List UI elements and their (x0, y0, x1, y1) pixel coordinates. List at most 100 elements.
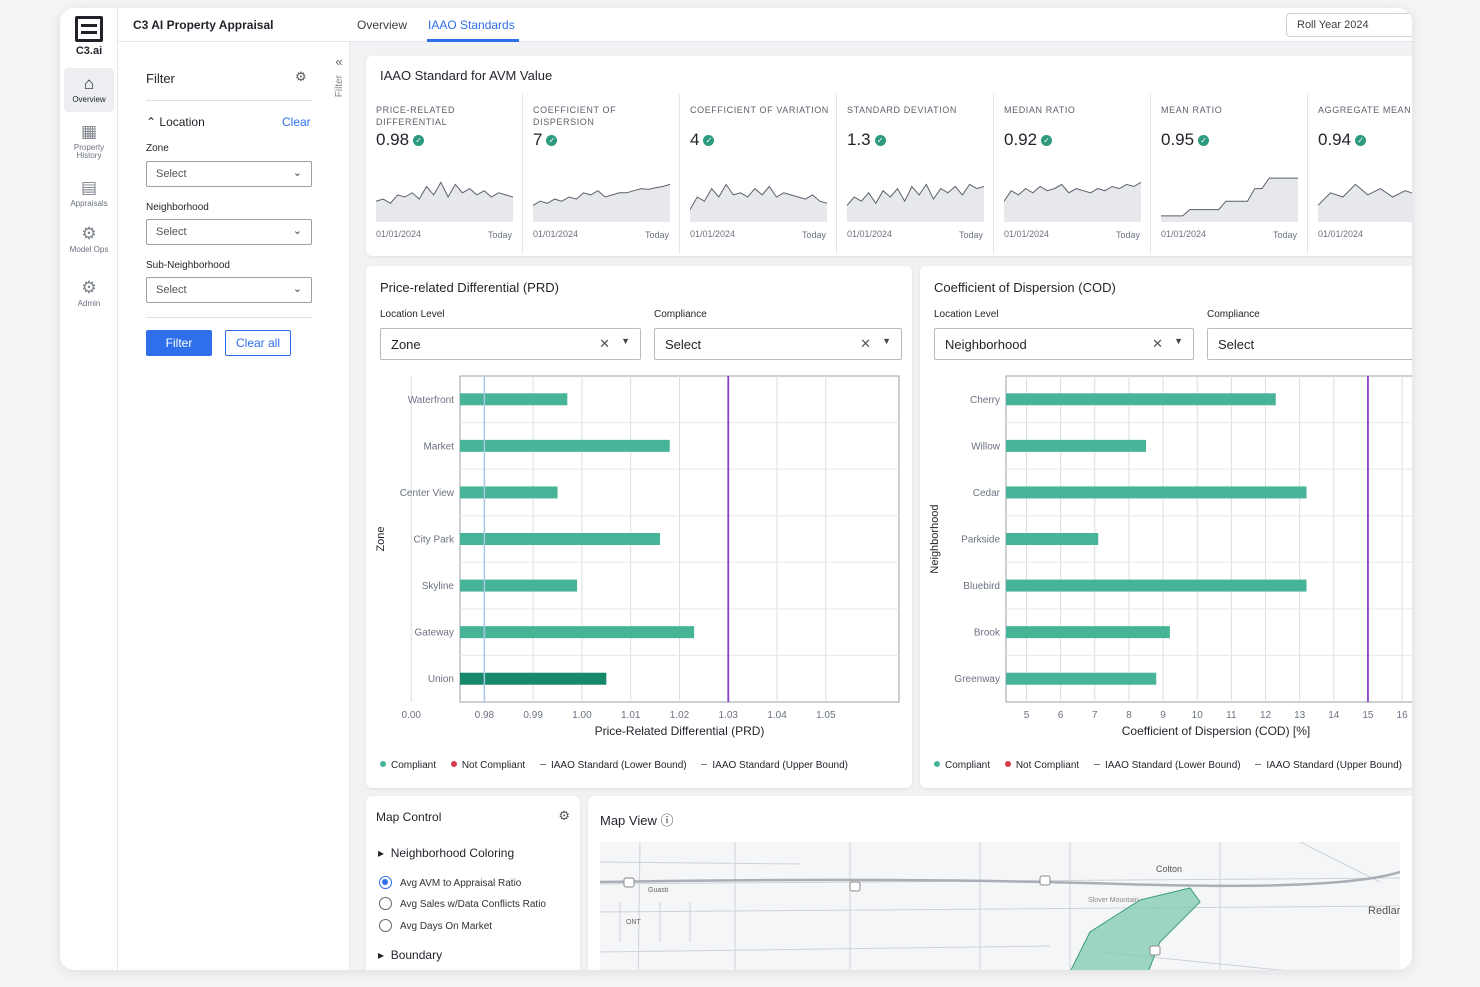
kpi-label: COEFFICIENT OF DISPERSION (533, 105, 617, 127)
tick-label: 1.00 (572, 710, 592, 721)
bar (1006, 672, 1157, 685)
sparkline-area (1161, 178, 1298, 222)
kpi-tile[interactable]: COEFFICIENT OF DISPERSION 7 ✓ 01/01/2024 Tod… (523, 94, 680, 254)
double-chevron-left-icon: « (335, 54, 343, 69)
logo-text: C3.ai (75, 45, 103, 57)
chevron-down-icon: ⌄ (292, 283, 302, 295)
nav-item-property-history[interactable]: ▦ Property History (64, 122, 114, 162)
tick-label: 0.00 (401, 710, 421, 721)
kpi-label: COEFFICIENT OF VARIATION (690, 105, 829, 115)
check-circle-icon: ✓ (1355, 135, 1367, 146)
clear-icon[interactable]: ✕ (1152, 336, 1163, 351)
cod-compliance-value: Select (1218, 337, 1255, 352)
legend-upper-bound[interactable]: IAAO Standard (Upper Bound) (1255, 760, 1402, 771)
check-circle-icon: ✓ (874, 135, 886, 146)
prd-compliance-value: Select (665, 337, 702, 352)
prd-chart-title: Price-related Differential (PRD) (380, 280, 559, 295)
subneighborhood-select[interactable]: Select ⌄ (146, 277, 312, 303)
nav-item-appraisals[interactable]: ▤ Appraisals (64, 178, 114, 212)
radio-avg-days-on-market[interactable]: Avg Days On Market (379, 919, 492, 932)
kpi-value: 7 ✓ (533, 130, 558, 150)
bar (460, 393, 568, 406)
zone-select[interactable]: Select ⌄ (146, 161, 312, 187)
sparkline (1004, 181, 1141, 222)
map-view-card: Map View ⓘ Colton Redlar Guasti ONT Slov… (588, 796, 1412, 970)
neighborhood-coloring-toggle[interactable]: ▸ Neighborhood Coloring (378, 846, 515, 860)
category-label: Market (423, 441, 454, 452)
kpi-tile[interactable]: PRICE-RELATED DIFFERENTIAL 0.98 ✓ 01/01/202… (366, 94, 523, 254)
sparkline (376, 181, 513, 222)
kpi-tile[interactable]: STANDARD DEVIATION 1.3 ✓ 01/01/2024 Today (837, 94, 994, 254)
kpi-value: 0.94 ✓ (1318, 130, 1367, 150)
tab-overview[interactable]: Overview (357, 18, 408, 32)
radio-selected-icon (379, 876, 392, 889)
filter-button[interactable]: Filter (146, 330, 212, 356)
check-circle-icon: ✓ (1198, 135, 1210, 146)
location-toggle[interactable]: ⌃ Location (146, 115, 205, 129)
map-control-card: Map Control ⚙ ▸ Neighborhood Coloring Av… (366, 796, 580, 970)
sparkline-line (376, 181, 513, 204)
legend-compliant[interactable]: Compliant (380, 760, 436, 771)
category-label: Bluebird (963, 581, 1000, 592)
tab-iaao-standards[interactable]: IAAO Standards (428, 18, 515, 32)
location-clear-link[interactable]: Clear (282, 115, 311, 129)
kpi-value-text: 1.3 (847, 130, 871, 149)
category-label: Greenway (954, 674, 1000, 685)
boundary-toggle[interactable]: ▸ Boundary (378, 948, 443, 962)
admin-icon: ⚙ (81, 278, 97, 297)
legend-compliant[interactable]: Compliant (934, 760, 990, 771)
caret-down-icon: ▼ (882, 336, 891, 346)
kpi-tile[interactable]: COEFFICIENT OF VARIATION 4 ✓ 01/01/2024 Toda… (680, 94, 837, 254)
cod-compliance-select[interactable]: Select (1207, 328, 1412, 360)
check-circle-icon: ✓ (1041, 135, 1053, 146)
nav-label: Admin (77, 299, 101, 308)
nav-item-overview[interactable]: ⌂ Overview (64, 68, 114, 112)
radio-avg-sales-conflicts[interactable]: Avg Sales w/Data Conflicts Ratio (379, 897, 546, 910)
kpi-tile[interactable]: MEDIAN RATIO 0.92 ✓ 01/01/2024 Today (994, 94, 1151, 254)
sparkline (690, 183, 827, 222)
radio-avg-avm-ratio[interactable]: Avg AVM to Appraisal Ratio (379, 876, 521, 889)
filter-collapse-strip[interactable]: « Filter (330, 54, 348, 97)
kpi-start-date: 01/01/2024 (1318, 229, 1364, 239)
kpi-tile[interactable]: MEAN RATIO 0.95 ✓ 01/01/2024 Today (1151, 94, 1308, 254)
kpi-start-date: 01/01/2024 (1161, 229, 1207, 239)
kpi-start-date: 01/01/2024 (533, 229, 579, 239)
legend-lower-bound[interactable]: IAAO Standard (Lower Bound) (1093, 760, 1241, 771)
x-axis-label: Price-Related Differential (PRD) (595, 724, 765, 738)
prd-compliance-select[interactable]: Select ✕ ▼ (654, 328, 902, 360)
cod-chart-title: Coefficient of Dispersion (COD) (934, 280, 1116, 295)
cod-bar-chart: Cherry Willow Cedar Parkside Bluebird Brook Gr… (929, 375, 1412, 738)
legend-upper-bound[interactable]: IAAO Standard (Upper Bound) (701, 760, 848, 771)
gear-icon[interactable]: ⚙ (558, 808, 570, 823)
neighborhood-region[interactable] (1060, 887, 1201, 970)
clear-icon[interactable]: ✕ (599, 336, 610, 351)
roll-year-select[interactable]: Roll Year 2024 (1286, 13, 1412, 37)
neighborhood-select[interactable]: Select ⌄ (146, 219, 312, 245)
app-title: C3 AI Property Appraisal (133, 18, 274, 32)
tick-label: 13 (1294, 710, 1306, 721)
sparkline-line (533, 183, 670, 206)
main-content: IAAO Standard for AVM Value PRICE-RELATE… (350, 42, 1412, 970)
kpi-tile[interactable]: AGGREGATE MEAN 0.94 ✓ 01/01/2024 (1308, 94, 1412, 254)
left-nav: C3.ai ⌂ Overview ▦ Property History ▤ Ap… (60, 8, 118, 970)
clear-icon[interactable]: ✕ (860, 336, 871, 351)
check-circle-icon: ✓ (703, 135, 715, 146)
prd-location-level-select[interactable]: Zone ✕ ▼ (380, 328, 641, 360)
legend-not-compliant[interactable]: Not Compliant (1004, 760, 1079, 771)
kpi-value: 0.92 ✓ (1004, 130, 1053, 150)
x-axis-label: Coefficient of Dispersion (COD) [%] (1122, 724, 1311, 738)
legend-not-compliant[interactable]: Not Compliant (450, 760, 525, 771)
nav-item-admin[interactable]: ⚙ Admin (64, 278, 114, 312)
c3-logo[interactable]: C3.ai (71, 16, 107, 57)
category-label: Skyline (422, 581, 455, 592)
cod-location-level-value: Neighborhood (945, 337, 1027, 352)
gear-icon[interactable]: ⚙ (295, 69, 307, 84)
kpi-value: 0.95 ✓ (1161, 130, 1210, 150)
legend-lower-bound[interactable]: IAAO Standard (Lower Bound) (539, 760, 687, 771)
nav-item-model-ops[interactable]: ⚙ Model Ops (64, 224, 114, 264)
map-canvas[interactable]: Colton Redlar Guasti ONT Slover Mountain (600, 842, 1400, 970)
chevron-down-icon: ⌄ (292, 225, 302, 237)
clear-all-button[interactable]: Clear all (225, 330, 291, 356)
cod-location-level-select[interactable]: Neighborhood ✕ ▼ (934, 328, 1194, 360)
map-label-ont: ONT (626, 919, 642, 926)
